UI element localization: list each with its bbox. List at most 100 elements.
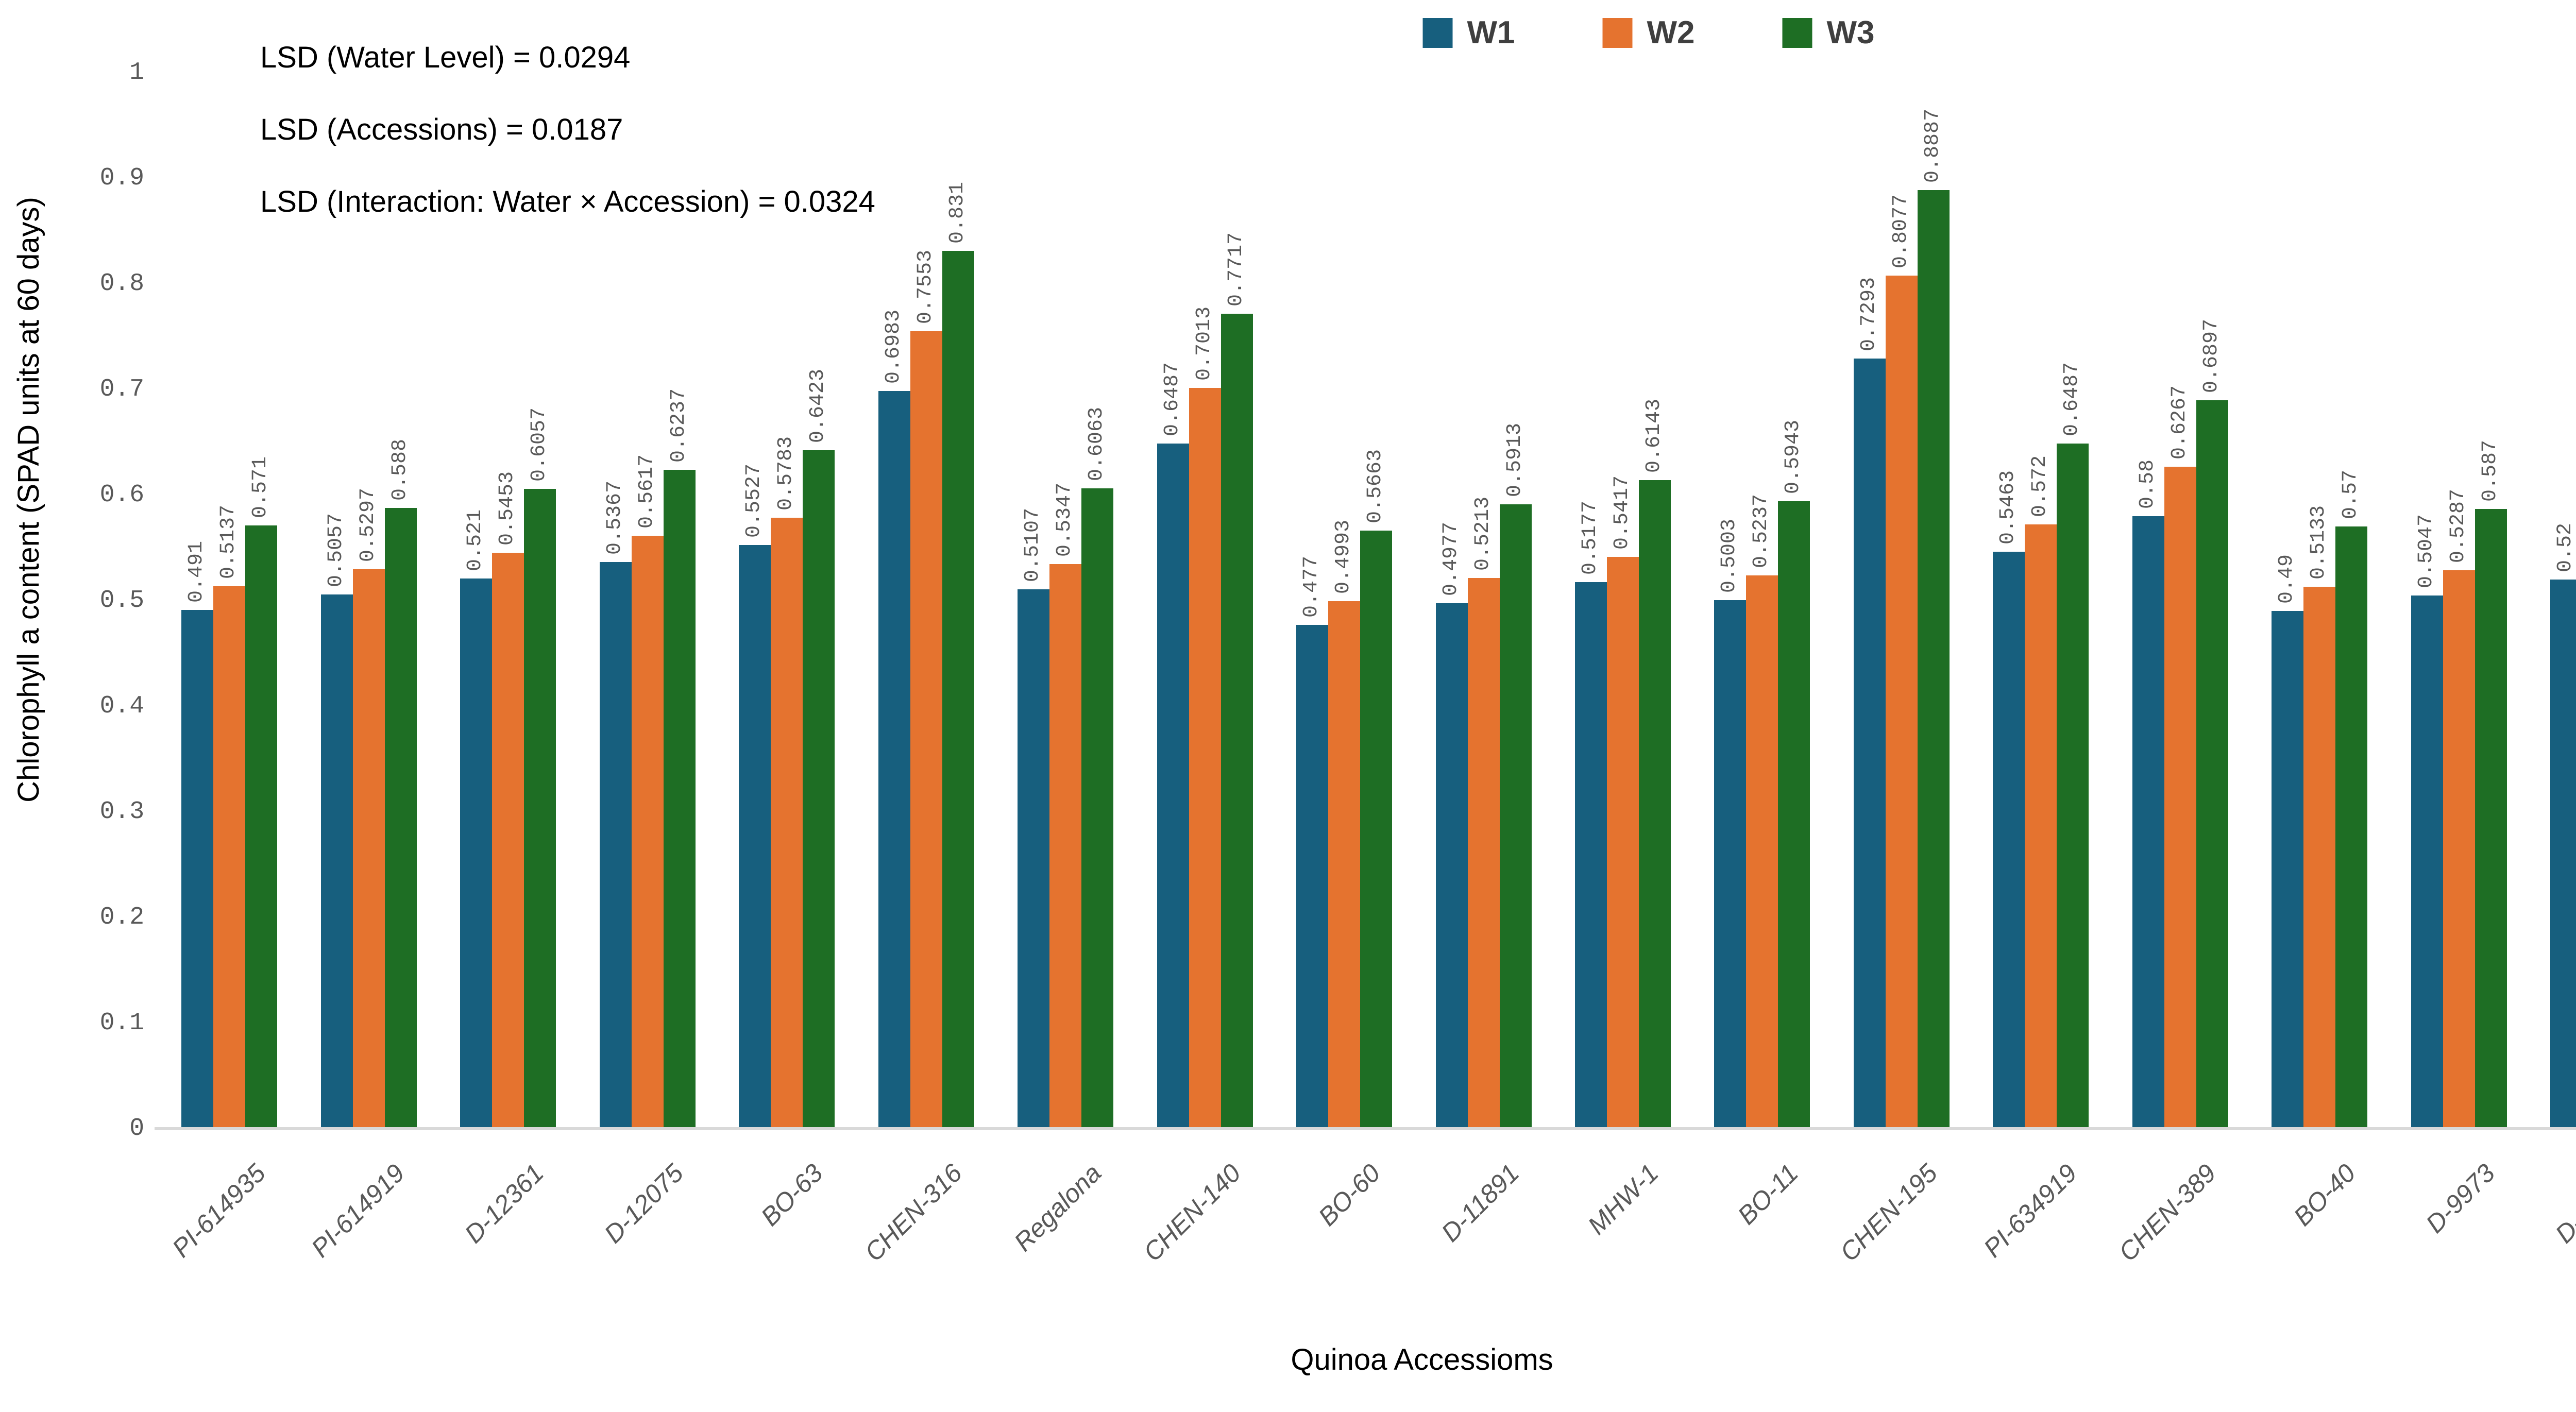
bar-value-label: 0.5057	[325, 513, 348, 587]
x-tick-label-chen-140: CHEN-140	[1138, 1158, 1246, 1267]
bar-w3-chen-389	[2196, 400, 2228, 1129]
y-tick-label: 0.1	[99, 1009, 144, 1037]
bar-value-label: 0.49	[2275, 554, 2298, 604]
bar-value-label: 0.4993	[1332, 519, 1355, 594]
bar-w2-bo-63	[771, 518, 803, 1129]
bar-w1-bo-40	[2272, 611, 2303, 1129]
bar-w1-bo-63	[739, 545, 771, 1129]
bar-value-label: 0.6267	[2168, 385, 2191, 460]
bar-value-label: 0.7293	[1857, 277, 1880, 351]
x-tick-label-chen-389: CHEN-389	[2113, 1158, 2222, 1267]
bar-value-label: 0.5237	[1750, 494, 1773, 568]
bar-w3-bo-60	[1360, 531, 1392, 1129]
bar-value-label: 0.6237	[667, 388, 690, 463]
x-tick-label-pi-614919: PI-614919	[306, 1158, 411, 1263]
bar-w1-chen-389	[2132, 516, 2164, 1129]
y-tick-label: 0.4	[99, 692, 144, 720]
lsd-line-water-level: LSD (Water Level) = 0.0294	[260, 41, 631, 74]
bar-w1-chen-140	[1157, 444, 1189, 1129]
bar-value-label: 0.491	[185, 540, 208, 603]
bar-value-label: 0.5047	[2415, 514, 2438, 588]
bar-w1-d-11891	[1436, 603, 1468, 1129]
bar-w1-mhw-1	[1575, 582, 1607, 1129]
bar-w2-mhw-1	[1607, 557, 1639, 1129]
bar-w3-bo-63	[803, 450, 835, 1129]
bar-value-label: 0.8077	[1889, 194, 1912, 268]
y-tick-label: 0.8	[99, 270, 144, 298]
bar-w3-regalona	[1081, 488, 1113, 1129]
bar-value-label: 0.5913	[1503, 422, 1527, 497]
x-tick-label-chen-195: CHEN-195	[1834, 1158, 1943, 1267]
x-tick-label-bo-11: BO-11	[1732, 1158, 1804, 1230]
bar-value-label: 0.5527	[742, 463, 766, 538]
bar-w3-pi-614919	[385, 508, 417, 1129]
x-tick-label-pi-614935: PI-614935	[166, 1158, 271, 1263]
y-tick-label: 0.2	[99, 904, 144, 931]
bar-w3-chen-140	[1221, 314, 1253, 1129]
bar-value-label: 0.5347	[1053, 482, 1076, 557]
legend: W1 W2 W3	[1422, 14, 1875, 51]
bar-value-label: 0.8887	[1921, 108, 1944, 183]
bar-w2-pi-634919	[2025, 524, 2057, 1129]
legend-label-w3: W3	[1826, 15, 1875, 50]
bar-value-label: 0.6487	[2060, 362, 2083, 436]
bar-value-label: 0.5453	[496, 471, 519, 546]
bar-value-label: 0.5107	[1021, 507, 1044, 582]
bar-value-label: 0.6487	[1161, 362, 1184, 436]
y-tick-label: 0.5	[99, 587, 144, 615]
lsd-line-accessions: LSD (Accessions) = 0.0187	[260, 113, 623, 146]
bar-w1-d-12361	[460, 579, 492, 1129]
x-tick-label-chen-316: CHEN-316	[859, 1158, 968, 1267]
bar-value-label: 0.7013	[1193, 306, 1216, 381]
bar-value-label: 0.5177	[1579, 500, 1602, 575]
legend-item-w3: W3	[1782, 14, 1875, 51]
bar-w2-bo-11	[1746, 575, 1778, 1129]
bar-w2-pi-614919	[353, 569, 385, 1129]
bar-value-label: 0.5943	[1782, 419, 1805, 494]
bar-w3-d-11891	[1500, 504, 1532, 1129]
x-tick-label-d-12085: D-12085	[2549, 1158, 2576, 1249]
y-tick-label: 0.6	[99, 481, 144, 509]
bar-value-label: 0.4977	[1439, 521, 1463, 596]
bar-w2-chen-316	[910, 331, 942, 1129]
bar-value-label: 0.5287	[2447, 488, 2470, 563]
bar-w3-d-12361	[524, 489, 556, 1129]
legend-swatch-w2-icon	[1602, 18, 1633, 48]
y-tick-label: 1	[129, 59, 144, 87]
bar-w2-chen-140	[1189, 388, 1221, 1129]
x-tick-label-bo-63: BO-63	[755, 1158, 828, 1232]
bar-w3-pi-634919	[2057, 444, 2089, 1129]
x-tick-label-bo-60: BO-60	[1312, 1158, 1386, 1232]
bar-value-label: 0.6143	[1642, 398, 1666, 473]
bar-w1-chen-316	[878, 391, 910, 1129]
bar-value-label: 0.5213	[1471, 496, 1495, 571]
y-tick-label: 0.3	[99, 798, 144, 826]
bar-value-label: 0.521	[464, 509, 487, 571]
bar-value-label: 0.477	[1300, 555, 1323, 618]
bar-w1-d-12075	[600, 562, 632, 1129]
bar-w2-d-12075	[632, 536, 664, 1129]
legend-swatch-w1-icon	[1422, 18, 1453, 48]
bar-value-label: 0.6057	[528, 407, 551, 482]
bar-w1-pi-614919	[321, 594, 353, 1129]
bar-w3-bo-11	[1778, 501, 1810, 1129]
bar-w1-bo-60	[1296, 625, 1328, 1129]
bar-w3-d-12075	[664, 470, 696, 1129]
bar-value-label: 0.6423	[806, 368, 829, 443]
x-tick-label-d-9973: D-9973	[2420, 1158, 2501, 1239]
bar-w3-chen-316	[942, 251, 974, 1129]
bar-w2-d-11891	[1468, 578, 1500, 1129]
bar-w1-pi-614935	[181, 610, 213, 1129]
y-tick-label: 0.9	[99, 164, 144, 192]
bar-w2-d-12361	[492, 553, 524, 1129]
bar-value-label: 0.572	[2028, 455, 2052, 517]
bar-value-label: 0.5367	[603, 480, 626, 555]
bar-w3-mhw-1	[1639, 480, 1671, 1129]
bar-w2-chen-389	[2164, 467, 2196, 1129]
x-tick-label-bo-40: BO-40	[2287, 1158, 2361, 1232]
bar-w2-bo-40	[2303, 587, 2335, 1129]
x-tick-label-d-11891: D-11891	[1436, 1158, 1525, 1248]
bar-w2-regalona	[1049, 564, 1081, 1129]
bar-value-label: 0.5297	[357, 487, 380, 562]
